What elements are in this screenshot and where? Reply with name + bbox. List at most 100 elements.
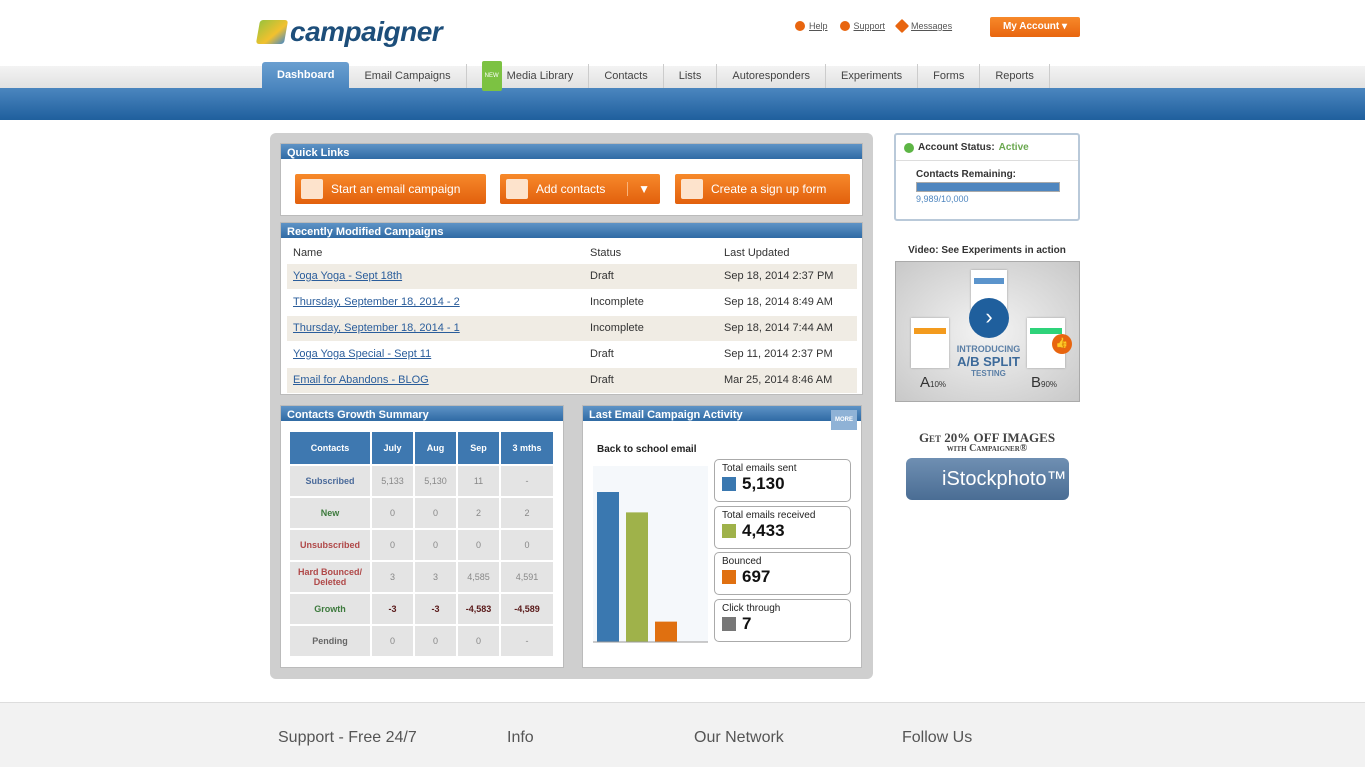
tab-lists[interactable]: Lists (664, 64, 718, 88)
column-header: 3 mths (501, 432, 553, 464)
campaign-name-cell[interactable]: Thursday, September 18, 2014 - 1 (287, 314, 584, 341)
cell: -3 (372, 594, 413, 624)
cell: 0 (415, 626, 456, 656)
stat-value: 5,130 (742, 474, 785, 493)
footer: Support - Free 24/7 Info Our Network Fol… (0, 702, 1365, 767)
campaign-link[interactable]: Yoga Yoga Special - Sept 11 (293, 348, 432, 360)
campaign-name-cell[interactable]: Yoga Yoga - Sept 18th (287, 262, 584, 289)
campaign-name-cell[interactable]: Thursday, September 18, 2014 - 2 (287, 288, 584, 315)
dashboard-frame: Quick Links Start an email campaign Add … (270, 133, 873, 679)
tab-reports[interactable]: Reports (980, 64, 1050, 88)
table-row: New 0 0 2 2 (290, 498, 553, 528)
stat-label: Total emails received (722, 509, 816, 521)
cell: - (501, 626, 553, 656)
header-band (0, 88, 1365, 120)
campaign-link[interactable]: Yoga Yoga - Sept 18th (293, 270, 403, 282)
cell: -4,589 (501, 594, 553, 624)
cell: -4,583 (458, 594, 499, 624)
stat-card: Bounced 697 (714, 552, 851, 595)
campaign-name-cell[interactable]: Yoga Yoga Special - Sept 11 (287, 340, 584, 367)
messages-link[interactable]: Messages (894, 18, 952, 34)
tab-forms[interactable]: Forms (918, 64, 981, 88)
quick-links-panel: Quick Links Start an email campaign Add … (280, 143, 863, 216)
table-row[interactable]: Thursday, September 18, 2014 - 2 Incomple… (287, 288, 857, 315)
cell: - (501, 466, 553, 496)
status-cell: Draft (584, 262, 718, 289)
column-header: Aug (415, 432, 456, 464)
cell: 0 (372, 498, 413, 528)
panel-title: Last Email Campaign Activity (589, 409, 743, 421)
row-label: Hard Bounced/ Deleted (290, 562, 370, 592)
cell: 0 (372, 626, 413, 656)
activity-chart (593, 466, 708, 643)
table-row[interactable]: Yoga Yoga - Sept 18th Draft Sep 18, 2014 2… (287, 262, 857, 289)
play-button[interactable]: › (969, 298, 1009, 338)
row-label: New (290, 498, 370, 528)
cell: 11 (458, 466, 499, 496)
table-row: Growth -3 -3 -4,583 -4,589 (290, 594, 553, 624)
cell: 0 (415, 530, 456, 560)
stat-card: Click through 7 (714, 598, 851, 642)
recent-campaigns-table: Name Status Last Updated Yoga Yoga - Sept … (287, 243, 857, 393)
my-account-button[interactable]: My Account ▾ (990, 17, 1080, 37)
start-campaign-button[interactable]: Start an email campaign (295, 174, 486, 204)
cell: 0 (458, 626, 499, 656)
support-link[interactable]: Support (839, 21, 885, 31)
account-status: Active (998, 142, 1029, 153)
tab-experiments[interactable]: Experiments (826, 64, 919, 88)
bar-total-emails-received (626, 512, 648, 642)
campaign-link[interactable]: Thursday, September 18, 2014 - 2 (293, 296, 460, 308)
footer-heading: Our Network (694, 729, 784, 746)
tab-media-library[interactable]: NEW Media Library (467, 61, 590, 91)
tab-dashboard[interactable]: Dashboard (262, 62, 350, 88)
row-label: Unsubscribed (290, 530, 370, 560)
legend-swatch (722, 523, 736, 538)
add-contacts-button[interactable]: Add contacts ▼ (500, 174, 660, 204)
table-row[interactable]: Email for Abandons - BLOG Draft Mar 25, 20… (287, 366, 857, 393)
stat-value: 7 (742, 613, 752, 633)
more-button[interactable]: MORE (831, 410, 857, 430)
cell: 0 (501, 530, 553, 560)
column-header[interactable]: Name (293, 246, 323, 259)
column-header: July (372, 432, 413, 464)
column-header: Contacts (290, 432, 370, 464)
table-row[interactable]: Thursday, September 18, 2014 - 1 Incomple… (287, 314, 857, 341)
cell: -3 (415, 594, 456, 624)
footer-heading: Follow Us (902, 729, 973, 746)
status-cell: Incomplete (584, 314, 718, 341)
cell: 4,585 (458, 562, 499, 592)
last-updated-cell: Sep 11, 2014 2:37 PM (718, 340, 857, 367)
help-link[interactable]: Help (795, 21, 828, 31)
campaign-link[interactable]: Email for Abandons - BLOG (293, 374, 429, 387)
column-header[interactable]: Status (590, 246, 622, 259)
row-label: Subscribed (290, 466, 370, 496)
experiments-video[interactable]: 👍 › INTRODUCING A/B SPLIT TESTING A10% B… (895, 261, 1080, 402)
email-activity-panel: Last Email Campaign Activity MORE Back to… (582, 405, 862, 668)
cell: 5,130 (415, 466, 456, 496)
messages-icon (894, 18, 910, 34)
contacts-remaining-bar (916, 182, 1060, 192)
campaigner-logo[interactable]: campaigner (255, 16, 443, 48)
tab-autoresponders[interactable]: Autoresponders (717, 64, 827, 88)
stat-label: Click through (722, 602, 781, 614)
panel-title: Contacts Growth Summary (281, 406, 563, 424)
campaign-name-cell[interactable]: Email for Abandons - BLOG (287, 366, 584, 393)
dropdown-arrow-icon[interactable]: ▼ (627, 182, 660, 196)
status-cell: Draft (584, 366, 718, 393)
create-signup-form-button[interactable]: Create a sign up form (675, 174, 850, 204)
contacts-icon (506, 179, 528, 199)
contacts-growth-panel: Contacts Growth Summary Contacts July Aug S… (280, 405, 564, 668)
table-row: Pending 0 0 0- (290, 626, 553, 656)
cell: 5,133 (372, 466, 413, 496)
column-header[interactable]: Last Updated (724, 246, 790, 259)
campaign-link[interactable]: Thursday, September 18, 2014 - 1 (293, 322, 460, 334)
row-label: Growth (290, 594, 370, 624)
last-updated-cell: Mar 25, 2014 8:46 AM (718, 366, 857, 393)
tab-email-campaigns[interactable]: Email Campaigns (349, 64, 467, 88)
istockphoto-banner[interactable]: iStockphoto™ (906, 458, 1069, 500)
table-row[interactable]: Yoga Yoga Special - Sept 11 Draft Sep 11, … (287, 340, 857, 367)
row-label: Pending (290, 626, 370, 656)
cell: 0 (458, 530, 499, 560)
stat-value: 4,433 (742, 520, 785, 540)
tab-contacts[interactable]: Contacts (589, 64, 664, 88)
